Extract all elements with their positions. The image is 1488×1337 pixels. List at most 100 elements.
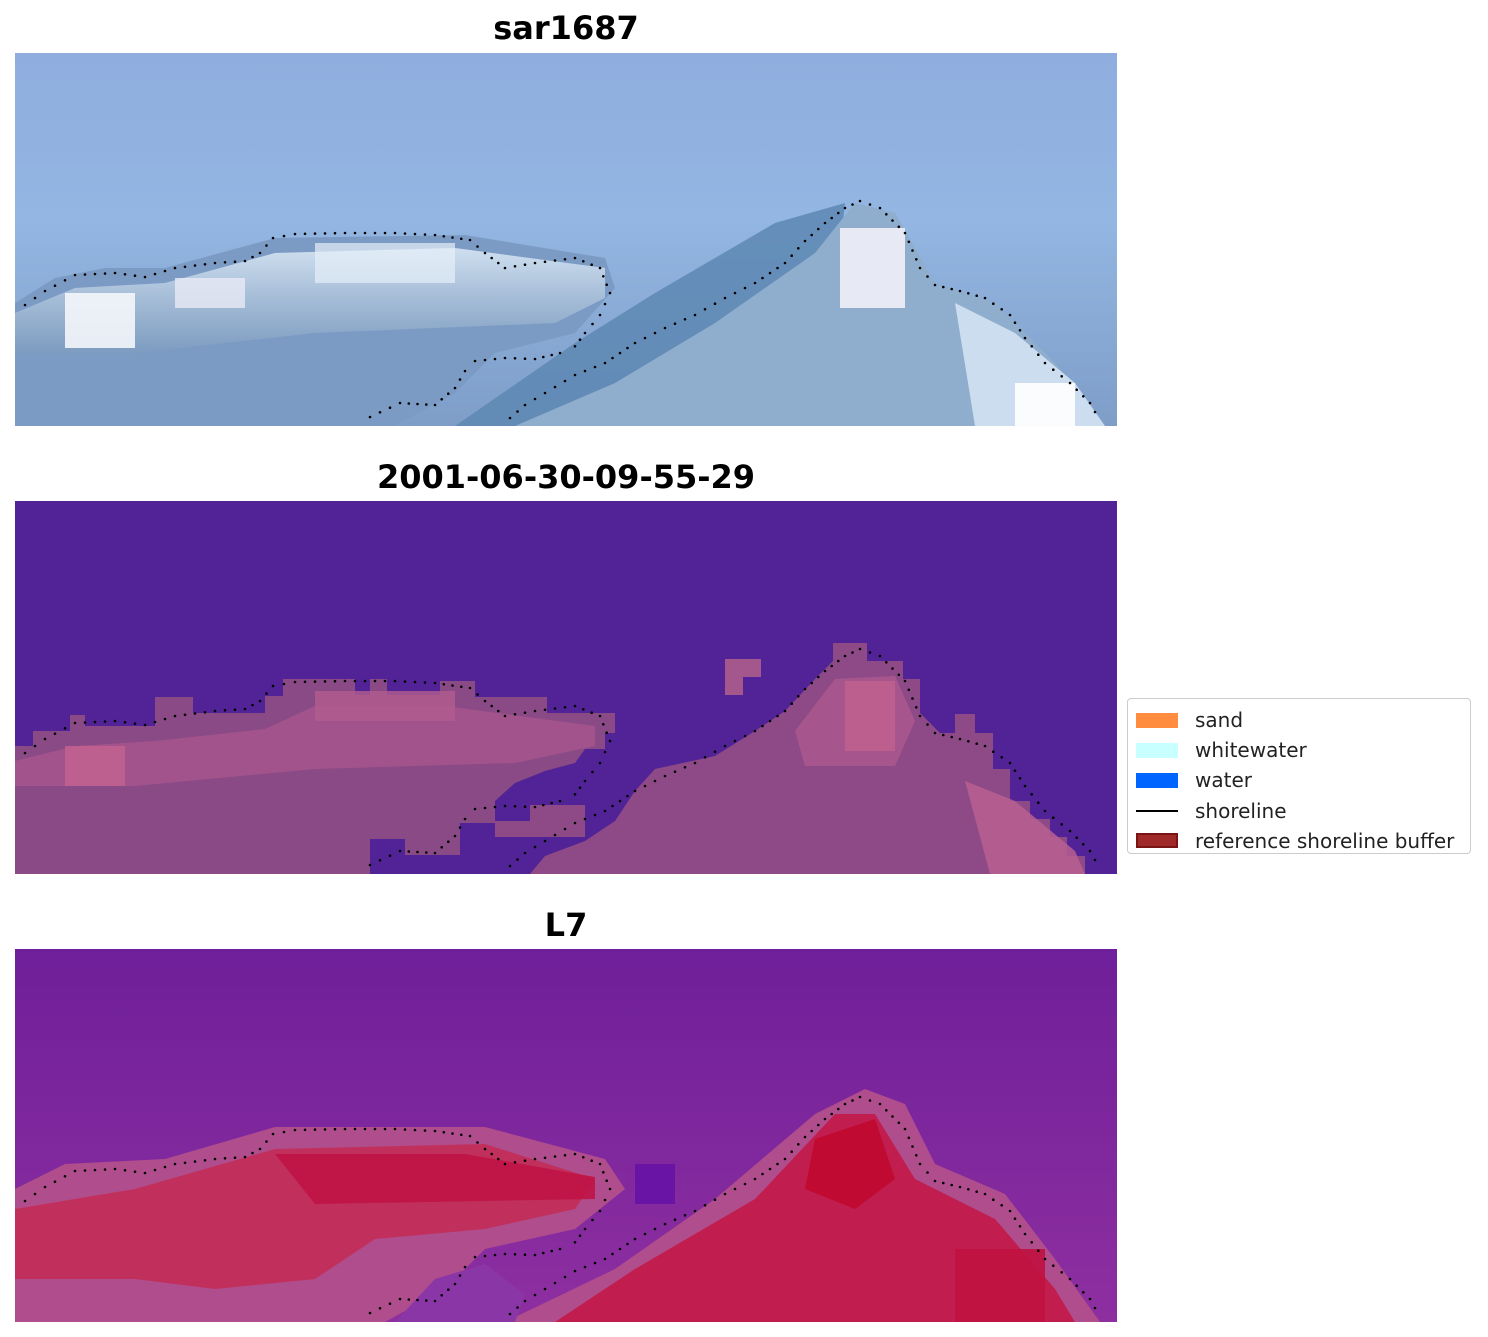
shoreline-point [303, 680, 307, 684]
shoreline-dots [23, 199, 1097, 420]
shoreline-point [817, 1123, 820, 1127]
shoreline-point [1068, 829, 1072, 833]
shoreline-point [897, 225, 901, 229]
shoreline-point [458, 378, 462, 381]
shoreline-point [353, 1127, 357, 1131]
shoreline-point [213, 261, 217, 265]
shoreline-point [553, 259, 557, 262]
shoreline-point [483, 699, 487, 703]
shoreline-point [605, 731, 608, 734]
shoreline-point [103, 272, 107, 275]
shoreline-point [223, 1157, 227, 1160]
shoreline-point [573, 345, 577, 348]
shoreline-point [373, 231, 377, 235]
shoreline-point [553, 385, 557, 389]
shoreline-point [373, 679, 377, 683]
shoreline-point [1093, 1306, 1097, 1310]
shoreline-point [533, 1253, 537, 1257]
shoreline-point [598, 1162, 602, 1166]
shoreline-point [950, 735, 953, 739]
shoreline-point [611, 804, 614, 808]
shoreline-point [1030, 793, 1033, 796]
shoreline-point [463, 369, 467, 373]
shoreline-point [761, 276, 764, 280]
shoreline-point [303, 232, 307, 236]
shoreline-point [598, 1209, 602, 1213]
shoreline-point [868, 1099, 872, 1102]
shoreline-point [583, 817, 587, 821]
shoreline-point [1037, 801, 1040, 804]
shoreline-point [797, 695, 800, 698]
shoreline-point [473, 1255, 477, 1259]
shoreline-point [591, 322, 594, 326]
shoreline-point [1060, 1271, 1063, 1274]
shoreline-point [950, 1183, 953, 1187]
shoreline-point [926, 723, 929, 726]
shoreline-point [458, 1274, 462, 1277]
shoreline-point [1043, 1257, 1047, 1261]
shoreline-point [897, 1121, 901, 1125]
shoreline-point [282, 1130, 286, 1134]
shoreline-point [133, 722, 137, 725]
shoreline-point [608, 1187, 612, 1191]
panel-title-mndwi: L7 [544, 906, 588, 944]
shoreline-point [113, 719, 117, 723]
shoreline-point [398, 1297, 402, 1301]
shoreline-point [891, 667, 894, 670]
shoreline-point [323, 1128, 327, 1131]
shoreline-point [803, 239, 807, 243]
shoreline-point [753, 729, 757, 733]
shoreline-point [440, 1294, 444, 1297]
shoreline-point [810, 233, 813, 237]
shoreline-point [516, 1306, 519, 1309]
shoreline-point [423, 681, 427, 684]
shoreline-point [830, 664, 833, 668]
legend: sand whitewater water shoreline referenc… [1127, 698, 1471, 854]
shoreline-point [558, 799, 562, 803]
shoreline-point [911, 697, 914, 700]
shoreline-point [633, 341, 637, 345]
shoreline-point [543, 260, 547, 264]
shoreline-point [837, 1107, 840, 1111]
shoreline-point [440, 846, 444, 849]
shoreline-point [693, 313, 697, 317]
shoreline-point [423, 233, 427, 236]
shoreline-point [598, 714, 602, 718]
shoreline-point [643, 1232, 647, 1236]
shoreline-point [918, 266, 922, 270]
shoreline-point [1023, 1232, 1027, 1236]
shoreline-point [368, 863, 372, 867]
shoreline-point [733, 1187, 737, 1191]
shoreline-point [578, 338, 582, 342]
shoreline-point [810, 681, 813, 685]
shoreline-point [573, 1241, 577, 1244]
mndwi-image-panel [15, 949, 1117, 1322]
shoreline-point [213, 1157, 217, 1161]
shoreline-point [468, 1134, 472, 1138]
shoreline-point [388, 854, 392, 857]
shoreline-point [203, 1159, 207, 1162]
shoreline-point [573, 256, 577, 260]
shoreline-point [333, 679, 337, 683]
shoreline-point [393, 679, 397, 683]
shoreline-point [851, 203, 854, 206]
shoreline-point [533, 261, 537, 265]
shoreline-point [407, 850, 411, 853]
shoreline-point [113, 271, 117, 275]
shoreline-point [1060, 823, 1063, 826]
shoreline-point [958, 289, 962, 293]
shoreline-point [1075, 836, 1078, 839]
shoreline-point [643, 784, 647, 788]
shoreline-point [523, 1253, 527, 1256]
shoreline-point [533, 709, 537, 713]
shoreline-point [258, 251, 262, 255]
shoreline-point [967, 740, 970, 743]
shoreline-point [1013, 1217, 1017, 1220]
shoreline-point [1030, 1241, 1033, 1244]
shoreline-point [563, 258, 567, 261]
shoreline-point [830, 216, 833, 220]
shoreline-point [797, 1143, 800, 1146]
shoreline-point [693, 1209, 697, 1213]
shoreline-point [23, 751, 27, 755]
shoreline-point [413, 680, 417, 684]
